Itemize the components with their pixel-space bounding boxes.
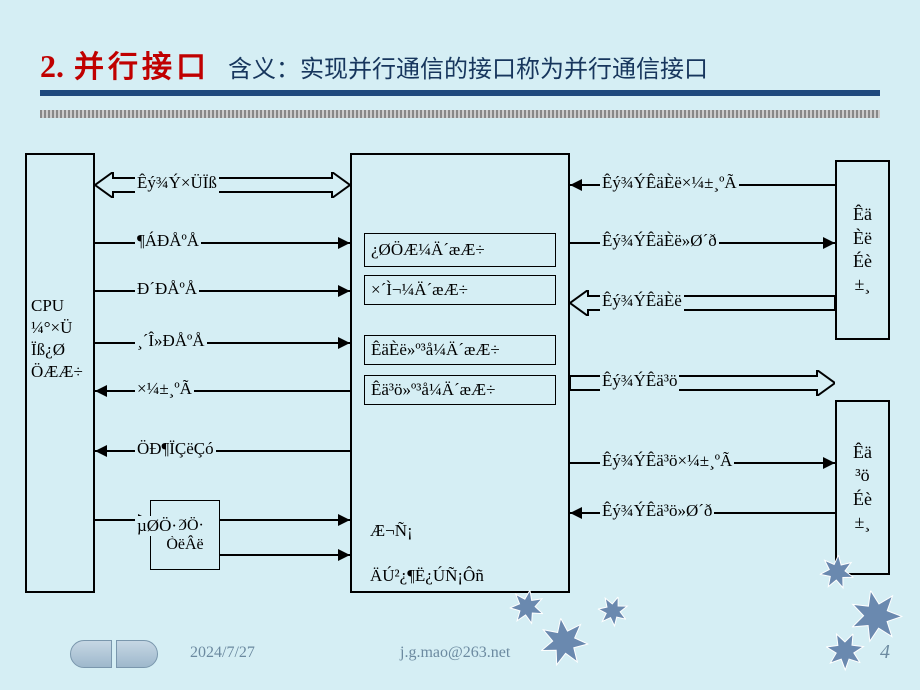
left-arrow-label-0: Êý¾Ý×ÜÏß [135,173,219,193]
title-row: 2. 并行接口 含义：实现并行通信的接口称为并行通信接口 [40,42,880,86]
arrow-head [338,337,350,349]
arrow-line [95,290,350,292]
center-label-1: ÄÚ²¿¶Ë¿ÚÑ¡Ôñ [368,566,486,586]
left-arrow-label-2: Ð´ÐÅºÅ [135,279,199,299]
arrow-head [823,457,835,469]
left-arrow-label-5: ÖÐ¶ÏÇëÇó [135,439,216,459]
box-dev1: Êä Èë Éè ±¸ [835,160,890,340]
footer-email: j.g.mao@263.net [400,644,510,662]
star-icon [819,554,856,591]
register-box-1: ×´Ì¬¼Ä´æÆ÷ [364,275,556,305]
divider-hatched [40,110,880,118]
register-box-3: Êä³ö»º³å¼Ä´æÆ÷ [364,375,556,405]
arrow-head [338,237,350,249]
diagram: CPU ¼°×Ü Ïß¿Ø ÖÆÆ÷ Êä Èë Éè ±¸ Êä ³ö Éè ±¸… [25,145,895,615]
box-dev2: Êä ³ö Éè ±¸ [835,400,890,575]
left-arrow-label-6: µØÖ· [135,516,179,536]
left-arrow-label-4: ×¼±¸ºÃ [135,379,194,399]
arrow-head [338,549,350,561]
pill-prev[interactable] [70,640,112,668]
arrow-head [823,237,835,249]
arrow-head [95,385,107,397]
pill-next[interactable] [116,640,158,668]
arrow-line [95,450,350,452]
left-arrow-label-1: ¶ÁÐÅºÅ [135,231,201,251]
arrow-line [95,342,350,344]
slide: 2. 并行接口 含义：实现并行通信的接口称为并行通信接口 CPU ¼°×Ü Ïß… [0,0,920,690]
block-arrow [95,172,350,198]
title-number: 2. [40,48,64,85]
register-box-0: ¿ØÖÆ¼Ä´æÆ÷ [364,233,556,267]
right-arrow-label-2: Êý¾ÝÊäÈë [600,291,684,311]
left-arrow-label-3: ¸´Î»ÐÅºÅ [135,331,207,351]
star-icon [537,615,591,669]
footer-nav-pills [70,640,158,668]
arrow-head [570,507,582,519]
right-arrow-label-3: Êý¾ÝÊä³ö [600,371,679,391]
box-cpu: CPU ¼°×Ü Ïß¿Ø ÖÆÆ÷ [25,153,95,593]
footer-date: 2024/7/27 [190,644,255,662]
right-arrow-label-0: Êý¾ÝÊäÈë×¼±¸ºÃ [600,173,739,193]
footer-page-number: 4 [880,641,890,664]
arrow-line [220,519,350,521]
right-arrow-label-1: Êý¾ÝÊäÈë»Ø´ð [600,231,719,251]
register-box-2: ÊäÈë»º³å¼Ä´æÆ÷ [364,335,556,365]
arrow-line [95,242,350,244]
divider-thick [40,90,880,96]
arrow-head [338,285,350,297]
right-arrow-label-5: Êý¾ÝÊä³ö»Ø´ð [600,501,714,521]
arrow-head [570,179,582,191]
center-label-0: Æ¬Ñ¡ [368,521,415,541]
arrow-line [95,390,350,392]
title-definition: 含义：实现并行通信的接口称为并行通信接口 [228,49,708,84]
arrow-line [220,554,350,556]
title-text: 并行接口 [74,42,210,86]
arrow-head [338,514,350,526]
arrow-head [95,445,107,457]
right-arrow-label-4: Êý¾ÝÊä³ö×¼±¸ºÃ [600,451,734,471]
